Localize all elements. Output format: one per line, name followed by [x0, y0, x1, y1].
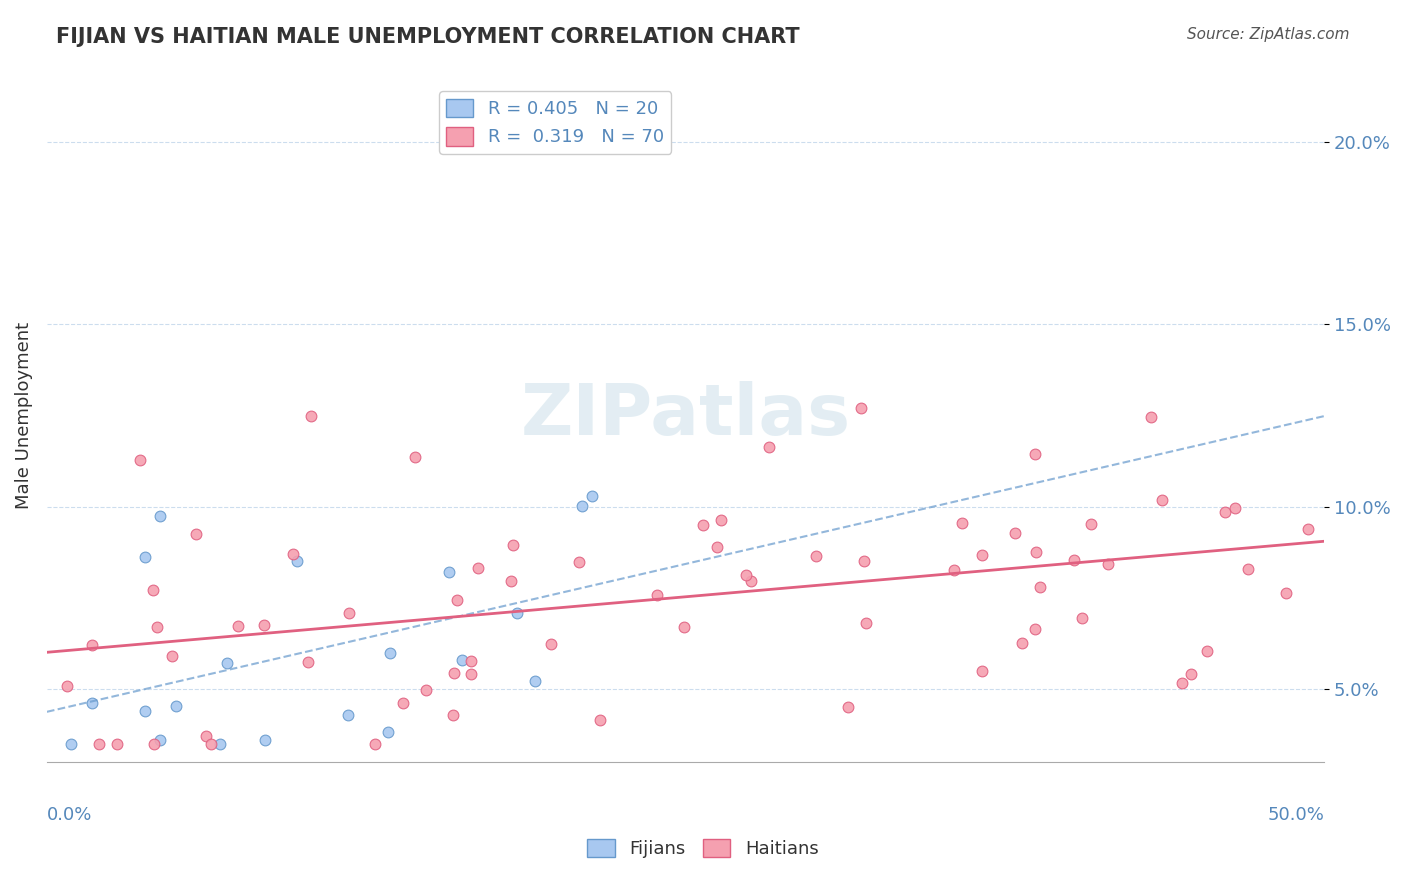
Point: [1011, 636, 1033, 650]
Point: [134, 549, 156, 564]
Point: [571, 499, 593, 513]
Y-axis label: Male Unemployment: Male Unemployment: [15, 322, 32, 508]
Point: [849, 401, 872, 415]
Point: [589, 713, 612, 727]
Point: [437, 565, 460, 579]
Point: [758, 440, 780, 454]
Point: [540, 638, 562, 652]
Point: [950, 516, 973, 530]
Point: [1215, 505, 1237, 519]
Point: [972, 548, 994, 562]
Point: [299, 409, 322, 423]
Point: [1296, 522, 1319, 536]
Legend: R = 0.405   N = 20, R =  0.319   N = 70: R = 0.405 N = 20, R = 0.319 N = 70: [439, 91, 671, 153]
Point: [942, 563, 965, 577]
Point: [148, 733, 170, 747]
Point: [441, 707, 464, 722]
Point: [165, 698, 187, 713]
Point: [1197, 644, 1219, 658]
Point: [1150, 493, 1173, 508]
Point: [1225, 501, 1247, 516]
Point: [446, 593, 468, 607]
Point: [142, 737, 165, 751]
Point: [195, 729, 218, 743]
Point: [134, 704, 156, 718]
Point: [710, 512, 733, 526]
Point: [692, 517, 714, 532]
Point: [499, 574, 522, 588]
Point: [1140, 409, 1163, 424]
Point: [804, 549, 827, 563]
Point: [129, 453, 152, 467]
Point: [853, 553, 876, 567]
Point: [1024, 623, 1046, 637]
Point: [970, 664, 993, 678]
Point: [460, 667, 482, 681]
Point: [740, 574, 762, 589]
Legend: Fijians, Haitians: Fijians, Haitians: [581, 831, 825, 865]
Point: [1080, 516, 1102, 531]
Point: [404, 450, 426, 464]
Point: [377, 725, 399, 739]
Point: [837, 700, 859, 714]
Text: Source: ZipAtlas.com: Source: ZipAtlas.com: [1187, 27, 1350, 42]
Point: [59, 737, 82, 751]
Point: [226, 618, 249, 632]
Point: [283, 547, 305, 561]
Point: [568, 556, 591, 570]
Point: [285, 554, 308, 568]
Point: [215, 656, 238, 670]
Point: [673, 620, 696, 634]
Point: [1275, 586, 1298, 600]
Point: [467, 561, 489, 575]
Point: [645, 588, 668, 602]
Text: 50.0%: 50.0%: [1267, 805, 1324, 824]
Point: [1063, 553, 1085, 567]
Point: [80, 638, 103, 652]
Point: [1029, 580, 1052, 594]
Text: FIJIAN VS HAITIAN MALE UNEMPLOYMENT CORRELATION CHART: FIJIAN VS HAITIAN MALE UNEMPLOYMENT CORR…: [56, 27, 800, 46]
Point: [142, 582, 165, 597]
Point: [391, 697, 413, 711]
Point: [1170, 675, 1192, 690]
Point: [1025, 545, 1047, 559]
Point: [450, 653, 472, 667]
Point: [160, 649, 183, 664]
Point: [502, 538, 524, 552]
Point: [506, 606, 529, 620]
Point: [89, 737, 111, 751]
Point: [1004, 526, 1026, 541]
Point: [297, 656, 319, 670]
Point: [208, 737, 231, 751]
Point: [252, 618, 274, 632]
Point: [254, 733, 277, 747]
Point: [378, 646, 401, 660]
Point: [1236, 562, 1258, 576]
Point: [855, 616, 877, 631]
Point: [55, 679, 77, 693]
Point: [337, 607, 360, 621]
Point: [1097, 558, 1119, 572]
Point: [105, 737, 128, 751]
Point: [735, 568, 758, 582]
Point: [415, 682, 437, 697]
Point: [706, 541, 728, 555]
Point: [149, 508, 172, 523]
Text: 0.0%: 0.0%: [46, 805, 93, 824]
Point: [460, 654, 482, 668]
Point: [443, 665, 465, 680]
Text: ZIPatlas: ZIPatlas: [520, 381, 851, 450]
Point: [364, 737, 387, 751]
Point: [146, 620, 169, 634]
Point: [524, 674, 547, 689]
Point: [1024, 447, 1046, 461]
Point: [184, 527, 207, 541]
Point: [200, 737, 222, 751]
Point: [336, 707, 359, 722]
Point: [581, 490, 603, 504]
Point: [1180, 666, 1202, 681]
Point: [1070, 611, 1092, 625]
Point: [80, 697, 103, 711]
